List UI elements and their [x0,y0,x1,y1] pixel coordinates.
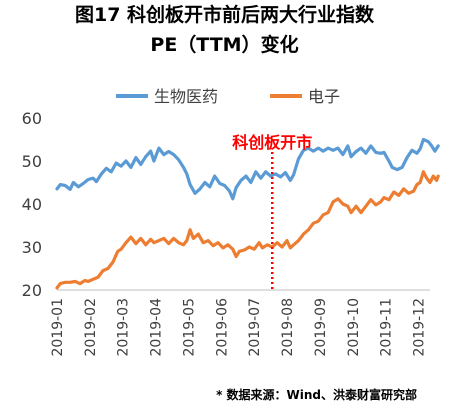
x-tick-label: 2019-07 [247,298,263,357]
x-tick-label: 2019-03 [116,298,132,357]
series-line-electronics [55,170,440,290]
x-tick-label: 2019-05 [181,298,197,357]
y-tick-label: 50 [22,152,42,171]
x-tick-label: 2019-02 [83,298,99,357]
legend-label: 生物医药 [154,87,218,106]
x-tick-label: 2019-04 [149,298,165,357]
y-tick-label: 20 [22,281,42,300]
y-tick-label: 60 [22,109,42,128]
x-tick-label: 2019-10 [346,298,362,357]
x-tick-label: 2019-11 [379,298,395,357]
chart-title-line2: PE（TTM）变化 [150,34,299,56]
x-tick-label: 2019-01 [50,298,66,357]
series-line-biomedicine [55,137,440,201]
chart-title-line1: 图17 科创板开市前后两大行业指数 [74,4,375,26]
y-tick-label: 30 [22,238,42,257]
x-tick-label: 2019-12 [411,298,427,357]
x-tick-label: 2019-09 [313,298,329,357]
data-source-note: * 数据来源：Wind、洪泰财富研究部 [216,388,417,402]
annotation-label: 科创板开市 [232,133,312,152]
y-tick-label: 40 [22,195,42,214]
x-tick-label: 2019-08 [280,298,296,357]
legend-label: 电子 [308,87,340,106]
x-tick-label: 2019-06 [214,298,230,357]
